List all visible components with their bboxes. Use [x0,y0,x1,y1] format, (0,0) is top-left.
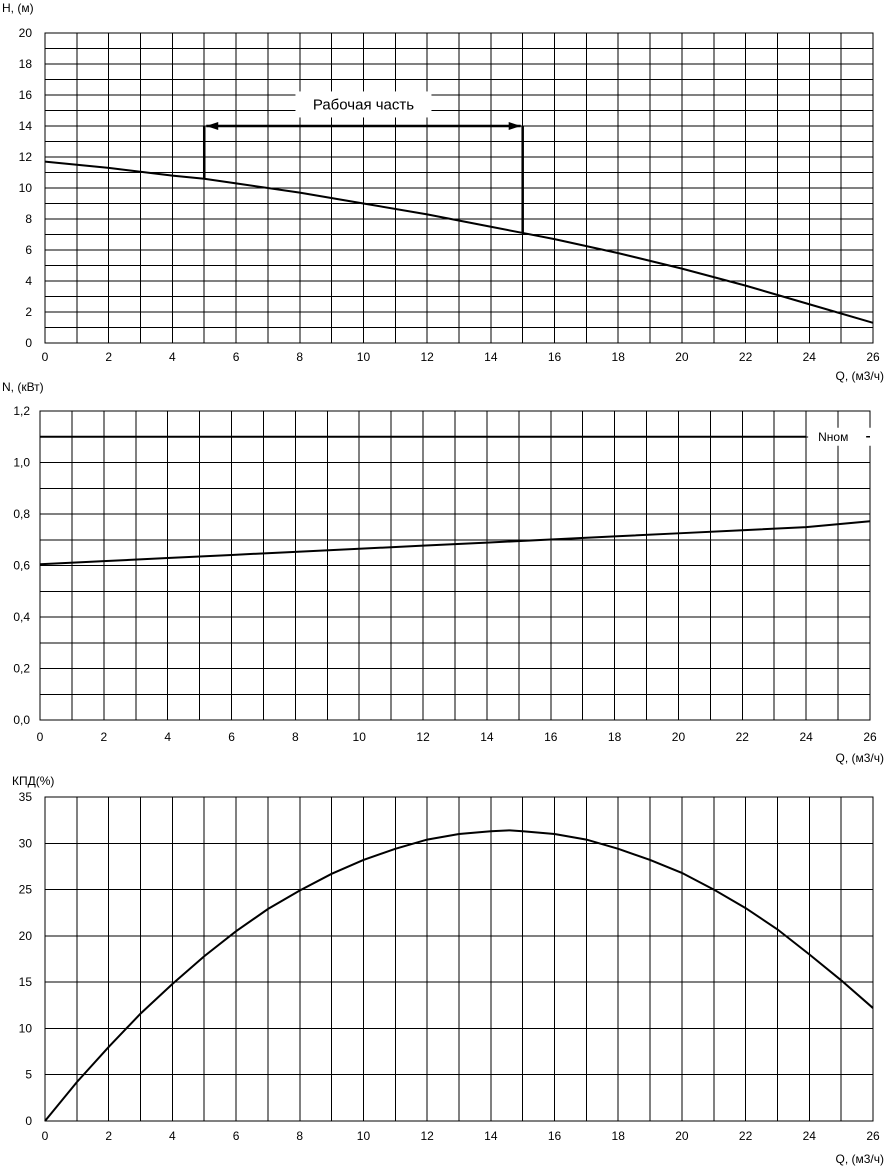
chart-2: 0 2 4 6 8 10 12 14 16 18 20 22 24 260,00,20,40,60,81,… [2,380,884,765]
x-tick-label: 12 [420,350,434,364]
y-tick-label: 0,6 [13,559,30,573]
y-tick-label: 20 [19,26,33,40]
x-tick-label: 0 [42,350,49,364]
x-tick-label: 26 [866,1129,880,1143]
x-tick-label: 10 [357,350,371,364]
y-tick-label: 0,2 [13,662,30,676]
x-tick-label: 2 [105,1129,112,1143]
x-tick-label: 0 [37,730,44,744]
series-line [44,160,874,324]
y-tick-label: 0,4 [13,610,30,624]
y-tick-label: 0,0 [13,713,30,727]
x-tick-label: 4 [169,350,176,364]
plot-frame [44,32,874,344]
y-tick-label: 1,2 [13,404,30,418]
y-axis-label: H, (м) [2,1,34,15]
y-tick-label: 35 [19,790,33,804]
x-tick-label: 4 [169,1129,176,1143]
x-tick-label: 12 [420,1129,434,1143]
y-tick-label: 25 [19,883,33,897]
series-label: Nном [818,430,848,444]
x-tick-label: 26 [866,350,880,364]
x-tick-label: 16 [544,730,558,744]
x-tick-label: 22 [739,1129,753,1143]
x-tick-label: 8 [292,730,299,744]
x-tick-label: 24 [803,1129,817,1143]
series-line [44,829,874,1122]
x-tick-label: 14 [484,1129,498,1143]
series-line [39,520,871,566]
x-tick-label: 26 [863,730,877,744]
y-tick-label: 14 [19,119,33,133]
x-tick-label: 2 [101,730,108,744]
chart-1: 0 2 4 6 8 10 12 14 16 18 20 22 24 2602468101214161820… [2,1,884,383]
x-tick-label: 22 [736,730,750,744]
x-tick-label: 8 [296,350,303,364]
y-axis-label: N, (кВт) [2,380,44,394]
y-tick-label: 10 [19,1021,33,1035]
x-tick-label: 6 [233,350,240,364]
x-tick-label: 18 [608,730,622,744]
plot-frame [39,410,871,721]
y-tick-label: 0,8 [13,507,30,521]
y-axis-label: КПД(%) [12,774,54,788]
x-tick-label: 14 [484,350,498,364]
x-tick-label: 20 [672,730,686,744]
y-tick-label: 6 [25,243,32,257]
x-tick-label: 12 [416,730,430,744]
x-axis-label: Q, (м3/ч) [835,751,884,765]
y-tick-label: 5 [25,1068,32,1082]
annotation-bg [295,91,432,118]
y-tick-label: 16 [19,88,33,102]
x-tick-label: 16 [548,1129,562,1143]
x-tick-label: 6 [228,730,235,744]
x-tick-label: 4 [164,730,171,744]
x-tick-label: 14 [480,730,494,744]
y-tick-label: 0 [25,336,32,350]
y-tick-label: 30 [19,836,33,850]
x-tick-label: 2 [105,350,112,364]
x-axis-label: Q, (м3/ч) [835,369,884,383]
x-tick-label: 10 [357,1129,371,1143]
y-tick-label: 2 [25,305,32,319]
x-tick-label: 24 [799,730,813,744]
series-label-bg [808,427,873,446]
x-tick-label: 6 [233,1129,240,1143]
chart-3: 0 2 4 6 8 10 12 14 16 18 20 22 24 2605101520253035КПД… [12,774,884,1166]
y-tick-label: 12 [19,150,33,164]
x-tick-label: 18 [612,350,626,364]
x-tick-label: 0 [42,1129,49,1143]
x-tick-label: 20 [675,1129,689,1143]
x-axis-label: Q, (м3/ч) [835,1152,884,1166]
arrow-head-right [508,122,521,130]
y-tick-label: 10 [19,181,33,195]
y-tick-label: 0 [25,1114,32,1128]
y-tick-label: 1,0 [13,456,30,470]
annotation-label: Рабочая часть [313,96,414,113]
y-tick-label: 20 [19,929,33,943]
x-tick-label: 20 [675,350,689,364]
y-tick-label: 4 [25,274,32,288]
x-tick-label: 16 [548,350,562,364]
arrow-head-left [206,122,219,130]
x-tick-label: 24 [803,350,817,364]
x-tick-label: 18 [612,1129,626,1143]
x-tick-label: 22 [739,350,753,364]
y-tick-label: 8 [25,212,32,226]
x-tick-label: 10 [353,730,367,744]
y-tick-label: 18 [19,57,33,71]
plot-frame [44,796,874,1122]
y-tick-label: 15 [19,975,33,989]
x-tick-label: 8 [296,1129,303,1143]
